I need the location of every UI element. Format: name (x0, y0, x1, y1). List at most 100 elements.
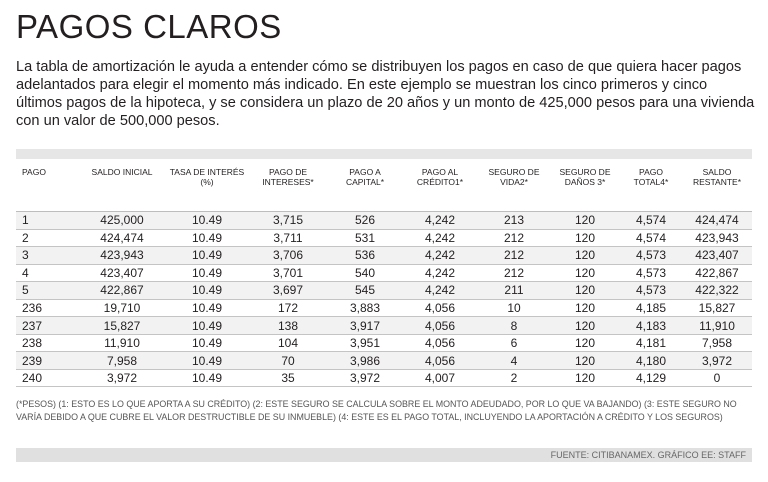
table-cell: 4,180 (620, 351, 682, 370)
table-cell: 7,958 (78, 351, 166, 370)
table-cell: 4 (16, 264, 78, 283)
table-cell: 211 (478, 281, 550, 300)
table-cell: 3,986 (328, 351, 402, 370)
table-cell: 7,958 (682, 334, 752, 353)
table-cell: 4,183 (620, 316, 682, 335)
table-cell: 4,574 (620, 211, 682, 230)
table-cell: 4,242 (402, 246, 478, 265)
table-cell: 120 (550, 229, 620, 248)
table-cell: 8 (478, 316, 550, 335)
table-cell: 3,883 (328, 299, 402, 318)
table-header-row: PAGO SALDO INICIAL TASA DE INTERÉS (%) P… (16, 159, 752, 212)
table-cell: 2 (478, 369, 550, 388)
table-cell: 422,322 (682, 281, 752, 300)
table-cell: 10 (478, 299, 550, 318)
table-cell: 424,474 (682, 211, 752, 230)
table-row: 3 423,943 10.49 3,706 536 4,242 212 120 4,573 423… (16, 246, 752, 265)
table-cell: 10.49 (166, 334, 248, 353)
table-cell: 422,867 (682, 264, 752, 283)
table-cell: 10.49 (166, 264, 248, 283)
table-cell: 237 (16, 316, 78, 335)
table-row: 4 423,407 10.49 3,701 540 4,242 212 120 4,573 422… (16, 264, 752, 283)
table-cell: 11,910 (682, 316, 752, 335)
table-cell: 10.49 (166, 316, 248, 335)
table-cell: 236 (16, 299, 78, 318)
table-cell: 120 (550, 211, 620, 230)
table-cell: 526 (328, 211, 402, 230)
table-cell: 138 (248, 316, 328, 335)
table-cell: 4,573 (620, 246, 682, 265)
table-cell: 3,951 (328, 334, 402, 353)
table-cell: 3,972 (78, 369, 166, 388)
header-saldo-restante: SALDO RESTANTE* (682, 159, 752, 212)
table-cell: 4,573 (620, 264, 682, 283)
table-cell: 120 (550, 299, 620, 318)
table-row: 237 15,827 10.49 138 3,917 4,056 8 120 4,183 11,9… (16, 316, 752, 335)
header-seguro-danos: SEGURO DE DAÑOS 3* (550, 159, 620, 212)
table-row: 238 11,910 10.49 104 3,951 4,056 6 120 4,181 7,95… (16, 334, 752, 353)
header-pago-capital: PAGO A CAPITAL* (328, 159, 402, 212)
source-credit: FUENTE: CITIBANAMEX. GRÁFICO EE: STAFF (550, 450, 746, 460)
table-row: 240 3,972 10.49 35 3,972 4,007 2 120 4,129 0 (16, 369, 752, 388)
table-cell: 10.49 (166, 229, 248, 248)
header-pago: PAGO (16, 159, 78, 212)
table-cell: 120 (550, 264, 620, 283)
table-cell: 238 (16, 334, 78, 353)
table-cell: 10.49 (166, 281, 248, 300)
table-cell: 11,910 (78, 334, 166, 353)
table-cell: 120 (550, 334, 620, 353)
table-cell: 545 (328, 281, 402, 300)
table-cell: 10.49 (166, 211, 248, 230)
table-cell: 240 (16, 369, 78, 388)
table-cell: 4,242 (402, 211, 478, 230)
table-cell: 422,867 (78, 281, 166, 300)
table-cell: 4,573 (620, 281, 682, 300)
amortization-table-container: PAGO SALDO INICIAL TASA DE INTERÉS (%) P… (16, 149, 752, 388)
table-row: 1 425,000 10.49 3,715 526 4,242 213 120 4,574 424… (16, 211, 752, 230)
table-row: 5 422,867 10.49 3,697 545 4,242 211 120 4,573 422… (16, 281, 752, 300)
table-cell: 4,242 (402, 281, 478, 300)
header-tasa-interes: TASA DE INTERÉS (%) (166, 159, 248, 212)
table-cell: 120 (550, 281, 620, 300)
table-cell: 3,706 (248, 246, 328, 265)
table-cell: 3,715 (248, 211, 328, 230)
table-cell: 10.49 (166, 299, 248, 318)
table-cell: 120 (550, 316, 620, 335)
amortization-table: PAGO SALDO INICIAL TASA DE INTERÉS (%) P… (16, 159, 752, 388)
table-cell: 212 (478, 246, 550, 265)
table-cell: 423,943 (682, 229, 752, 248)
table-cell: 19,710 (78, 299, 166, 318)
table-cell: 104 (248, 334, 328, 353)
table-cell: 3,972 (328, 369, 402, 388)
table-row: 239 7,958 10.49 70 3,986 4,056 4 120 4,180 3,972 (16, 351, 752, 370)
table-cell: 0 (682, 369, 752, 388)
header-seguro-vida: SEGURO DE VIDA2* (478, 159, 550, 212)
table-cell: 4,181 (620, 334, 682, 353)
table-cell: 423,407 (682, 246, 752, 265)
source-bar: FUENTE: CITIBANAMEX. GRÁFICO EE: STAFF (16, 448, 752, 462)
table-cell: 4 (478, 351, 550, 370)
table-cell: 10.49 (166, 351, 248, 370)
table-cell: 531 (328, 229, 402, 248)
table-cell: 3,711 (248, 229, 328, 248)
table-cell: 172 (248, 299, 328, 318)
page-title: PAGOS CLAROS (16, 8, 282, 45)
table-cell: 6 (478, 334, 550, 353)
table-cell: 213 (478, 211, 550, 230)
table-cell: 4,056 (402, 316, 478, 335)
table-cell: 120 (550, 351, 620, 370)
table-row: 2 424,474 10.49 3,711 531 4,242 212 120 4,574 423… (16, 229, 752, 248)
footnote: (*PESOS) (1: ESTO ES LO QUE APORTA A SU … (16, 399, 737, 422)
table-cell: 5 (16, 281, 78, 300)
table-cell: 120 (550, 246, 620, 265)
table-cell: 212 (478, 264, 550, 283)
table-cell: 3,917 (328, 316, 402, 335)
table-cell: 4,242 (402, 264, 478, 283)
table-cell: 4,056 (402, 334, 478, 353)
table-cell: 4,129 (620, 369, 682, 388)
table-cell: 15,827 (78, 316, 166, 335)
table-cell: 239 (16, 351, 78, 370)
table-cell: 1 (16, 211, 78, 230)
table-cell: 424,474 (78, 229, 166, 248)
table-row: 236 19,710 10.49 172 3,883 4,056 10 120 4,185 15,… (16, 299, 752, 318)
